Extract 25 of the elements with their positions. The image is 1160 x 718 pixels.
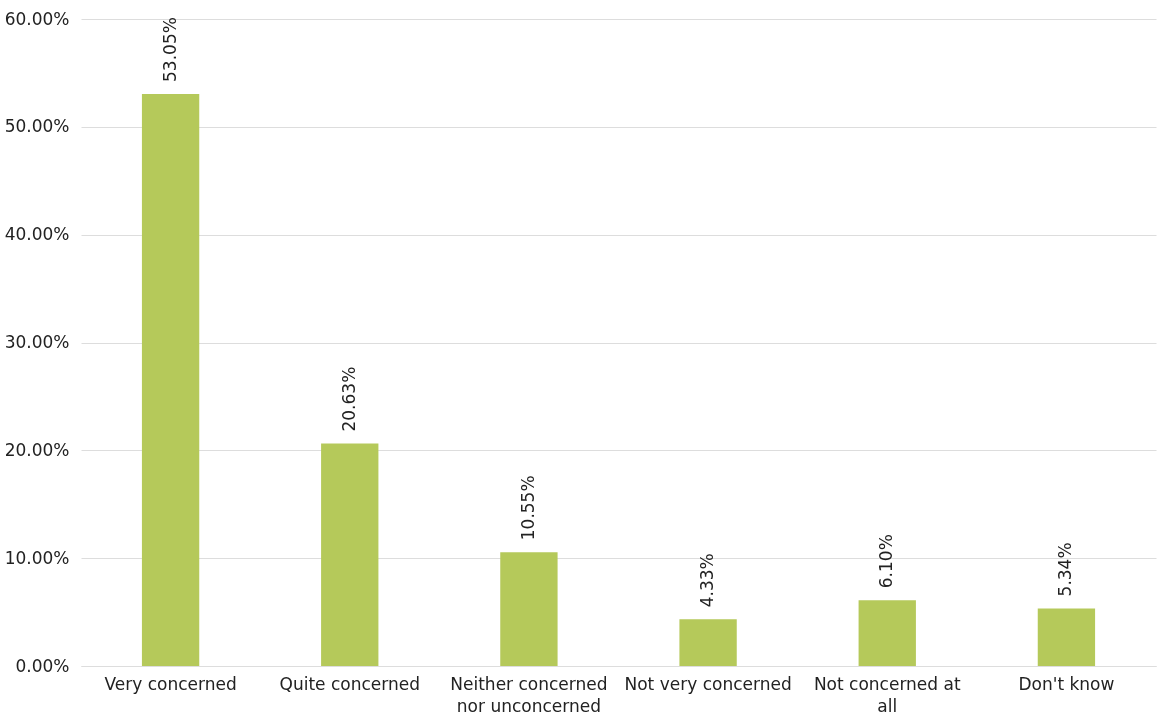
x-tick-label: Quite concerned xyxy=(279,673,420,694)
y-tick-label: 60.00% xyxy=(4,8,70,29)
data-label: 20.63% xyxy=(338,366,359,432)
y-tick-label: 20.00% xyxy=(4,439,70,460)
y-tick-label: 40.00% xyxy=(4,224,70,245)
data-label: 10.55% xyxy=(517,475,538,541)
bar xyxy=(321,443,379,666)
x-tick-label: Neither concerned nor unconcerned xyxy=(450,673,608,716)
data-label: 53.05% xyxy=(159,17,180,82)
x-tick-label: Very concerned xyxy=(104,673,237,694)
x-tick-label: Not concerned at all xyxy=(813,673,961,716)
x-tick-label: Don't know xyxy=(1018,673,1115,694)
bar xyxy=(141,93,200,666)
data-label: 5.34% xyxy=(1055,542,1076,597)
x-tick-label: Not very concerned xyxy=(624,673,792,694)
bar xyxy=(1037,608,1096,666)
y-tick-label: 30.00% xyxy=(4,332,70,352)
y-tick-label: 10.00% xyxy=(4,547,70,568)
bar xyxy=(500,552,558,666)
data-label: 6.10% xyxy=(876,534,897,589)
bar xyxy=(679,619,737,666)
y-tick-label: 0.00% xyxy=(15,655,70,676)
data-label: 4.33% xyxy=(697,553,718,608)
y-tick-label: 50.00% xyxy=(4,116,70,137)
bar xyxy=(858,600,916,666)
